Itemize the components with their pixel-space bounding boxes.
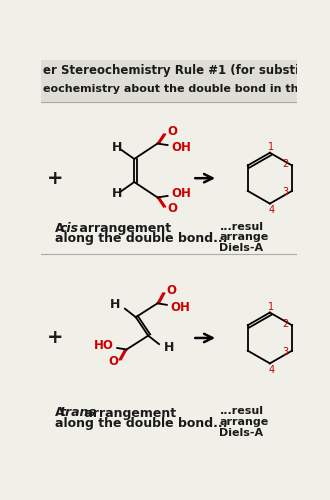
Text: 1: 1 <box>268 142 275 152</box>
Text: 2: 2 <box>283 159 289 169</box>
Text: +: + <box>47 328 63 347</box>
Text: 2: 2 <box>283 318 289 328</box>
Text: O: O <box>166 284 176 298</box>
Text: 3: 3 <box>283 347 289 357</box>
Text: +: + <box>47 168 63 188</box>
Text: O: O <box>108 356 118 368</box>
Text: H: H <box>110 298 120 312</box>
Text: along the double bond...: along the double bond... <box>55 232 228 245</box>
Text: arrangement: arrangement <box>75 222 172 234</box>
Text: OH: OH <box>172 187 191 200</box>
Text: H: H <box>112 141 122 154</box>
Text: OH: OH <box>172 141 191 154</box>
Text: Diels-A: Diels-A <box>219 428 264 438</box>
Text: trans: trans <box>60 406 97 420</box>
Text: A: A <box>55 222 69 234</box>
Text: ...resul: ...resul <box>219 222 263 232</box>
Text: cis: cis <box>60 222 79 234</box>
Text: H: H <box>112 187 122 200</box>
Text: 3: 3 <box>283 188 289 198</box>
Text: 1: 1 <box>268 302 275 312</box>
Text: HO: HO <box>94 339 114 352</box>
Text: arrange: arrange <box>219 232 269 242</box>
Text: A: A <box>55 406 69 420</box>
Bar <box>41 60 297 102</box>
Text: er Stereochemistry Rule #1 (for substituted Die: er Stereochemistry Rule #1 (for substitu… <box>43 64 330 78</box>
Text: Diels-A: Diels-A <box>219 244 264 254</box>
Text: 4: 4 <box>268 364 275 374</box>
Text: O: O <box>168 202 178 215</box>
Text: arrange: arrange <box>219 418 269 428</box>
Text: 4: 4 <box>268 205 275 215</box>
Text: OH: OH <box>170 300 190 314</box>
Text: along the double bond...: along the double bond... <box>55 418 228 430</box>
Text: ...resul: ...resul <box>219 406 263 416</box>
Text: H: H <box>164 342 174 354</box>
Text: arrangement: arrangement <box>80 406 176 420</box>
Text: eochemistry about the double bond in the dieno: eochemistry about the double bond in the… <box>43 84 330 94</box>
Text: O: O <box>168 126 178 138</box>
